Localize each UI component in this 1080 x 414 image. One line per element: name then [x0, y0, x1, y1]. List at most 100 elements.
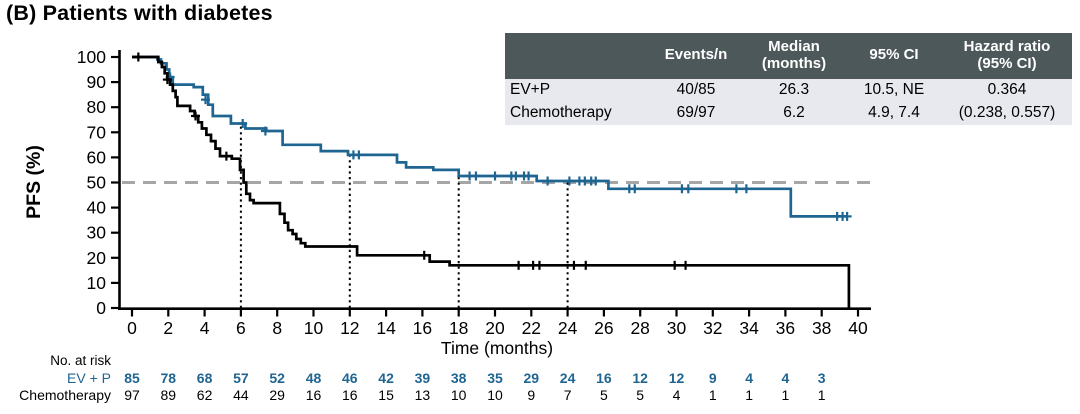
x-tick-label: 10 [304, 318, 324, 338]
risk-count: 29 [523, 369, 540, 386]
risk-count: 9 [708, 369, 717, 386]
x-tick-label: 12 [340, 318, 359, 338]
risk-count: 5 [636, 386, 645, 403]
summary-cell: 10.5, NE [846, 78, 942, 102]
risk-count: 52 [269, 369, 285, 386]
x-tick-label: 4 [200, 318, 210, 338]
risk-count: 24 [559, 369, 576, 386]
risk-count: 1 [708, 386, 717, 403]
x-tick-label: 28 [630, 318, 649, 338]
summary-header-row: Events/n Median (months) 95% CI Hazard ratio… [505, 33, 1072, 79]
summary-row: Chemotherapy 69/97 6.2 4.9, 7.4 (0.238, 0.55… [505, 101, 1072, 125]
x-tick-label: 8 [272, 318, 282, 338]
summary-cell: 0.364 [942, 78, 1072, 102]
x-tick-label: 14 [376, 318, 396, 338]
risk-table-heading: No. at risk [50, 353, 111, 368]
risk-count: 4 [745, 369, 753, 386]
y-tick-label: 70 [87, 122, 107, 142]
x-tick-label: 32 [703, 318, 722, 338]
x-tick-label: 6 [236, 318, 246, 338]
x-tick-label: 38 [812, 318, 831, 338]
summary-cell: 4.9, 7.4 [846, 101, 942, 125]
risk-count: 44 [233, 386, 249, 403]
x-tick-label: 16 [413, 318, 432, 338]
risk-count: 1 [817, 386, 826, 403]
y-axis-title: PFS (%) [23, 145, 45, 219]
risk-count: 85 [124, 369, 140, 386]
risk-count: 89 [160, 386, 177, 403]
x-tick-label: 40 [848, 318, 868, 338]
x-tick-label: 26 [594, 318, 613, 338]
y-tick-label: 10 [87, 273, 107, 293]
risk-count: 1 [781, 386, 790, 403]
summary-header-cell [505, 33, 650, 79]
risk-count: 12 [668, 369, 685, 386]
risk-count: 1 [745, 386, 753, 403]
figure-title: (B) Patients with diabetes [6, 1, 273, 25]
risk-count: 97 [124, 386, 140, 403]
risk-count: 62 [196, 386, 213, 403]
risk-count: 46 [342, 369, 358, 386]
y-tick-label: 40 [87, 198, 107, 218]
x-axis-title: Time (months) [441, 338, 553, 358]
summary-cell: 69/97 [650, 101, 742, 125]
risk-count: 42 [378, 369, 394, 386]
y-tick-label: 80 [87, 97, 107, 117]
risk-count: 13 [414, 386, 431, 403]
summary-header-cell: Events/n [650, 33, 742, 79]
risk-count: 16 [596, 369, 612, 386]
x-tick-label: 18 [449, 318, 468, 338]
summary-row: EV+P 40/85 26.3 10.5, NE 0.364 [505, 78, 1072, 102]
summary-cell: (0.238, 0.557) [942, 101, 1072, 125]
risk-count: 12 [632, 369, 648, 386]
y-tick-label: 90 [87, 72, 107, 92]
risk-count: 16 [305, 386, 322, 403]
risk-count: 38 [450, 369, 467, 386]
x-tick-label: 30 [667, 318, 687, 338]
x-tick-label: 36 [776, 318, 795, 338]
summary-cell: 6.2 [742, 101, 846, 125]
risk-row-label: EV + P [67, 369, 111, 386]
summary-header-cell: Median (months) [742, 33, 846, 79]
y-tick-label: 20 [87, 248, 107, 268]
risk-count: 16 [342, 386, 358, 403]
risk-count: 10 [487, 386, 503, 403]
y-tick-label: 60 [87, 147, 107, 167]
risk-count: 3 [817, 369, 826, 386]
x-tick-label: 24 [558, 318, 578, 338]
summary-table: Events/n Median (months) 95% CI Hazard ratio… [505, 33, 1072, 125]
risk-count: 4 [672, 386, 681, 403]
risk-count: 39 [414, 369, 431, 386]
summary-cell: 40/85 [650, 78, 742, 102]
risk-count: 9 [527, 386, 536, 403]
x-tick-label: 34 [739, 318, 759, 338]
risk-count: 29 [269, 386, 285, 403]
summary-cell: 26.3 [742, 78, 846, 102]
risk-count: 57 [233, 369, 249, 386]
risk-count: 7 [563, 386, 572, 403]
y-tick-label: 0 [96, 298, 106, 318]
y-tick-label: 100 [77, 47, 106, 67]
summary-cell: Chemotherapy [505, 101, 650, 125]
x-tick-label: 0 [127, 318, 137, 338]
summary-header-cell: Hazard ratio (95% CI) [942, 33, 1072, 79]
summary-cell: EV+P [505, 78, 650, 102]
risk-count: 15 [378, 386, 394, 403]
x-tick-label: 22 [522, 318, 541, 338]
risk-count: 4 [781, 369, 790, 386]
summary-header-cell: 95% CI [846, 33, 942, 79]
x-tick-label: 2 [163, 318, 173, 338]
risk-count: 78 [160, 369, 177, 386]
risk-count: 35 [487, 369, 503, 386]
y-tick-label: 50 [87, 173, 107, 193]
x-tick-label: 20 [485, 318, 505, 338]
risk-row-label: Chemotherapy [19, 386, 111, 403]
risk-count: 10 [450, 386, 467, 403]
risk-count: 5 [599, 386, 608, 403]
km-curve-chemotherapy [132, 55, 851, 308]
risk-count: 48 [305, 369, 322, 386]
y-tick-label: 30 [87, 223, 107, 243]
risk-count: 68 [196, 369, 213, 386]
